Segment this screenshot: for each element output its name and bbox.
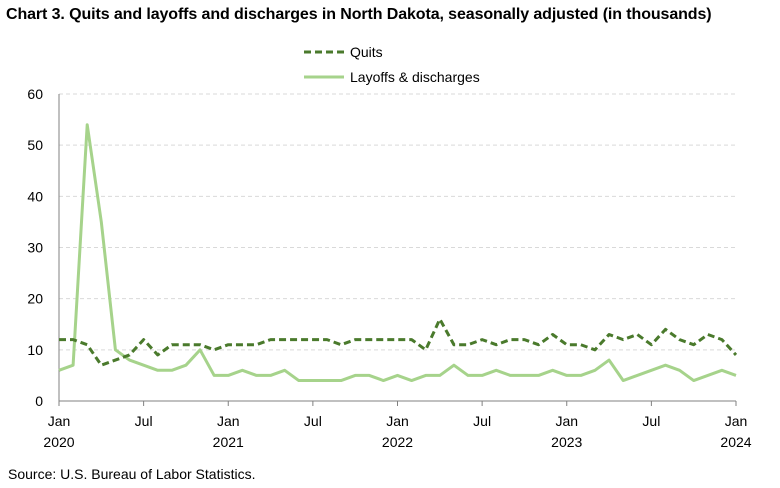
series-line-quits [59, 317, 738, 367]
x-tick-label: Jul [304, 413, 322, 429]
x-tick-label: Jan [48, 413, 71, 429]
y-tick-label: 10 [27, 342, 43, 358]
legend-label: Layoffs & discharges [350, 69, 480, 85]
y-tick-label: 20 [27, 291, 43, 307]
x-tick-label: Jul [642, 413, 660, 429]
legend-label: Quits [350, 44, 383, 60]
x-tick-year-label: 2023 [551, 434, 582, 450]
source-note: Source: U.S. Bureau of Labor Statistics. [8, 466, 256, 482]
x-tick-year-label: 2024 [720, 434, 751, 450]
x-tick-label: Jan [555, 413, 578, 429]
series-lines [58, 123, 738, 383]
y-tick-label: 30 [27, 240, 43, 256]
x-tick-label: Jan [725, 413, 748, 429]
y-tick-label: 50 [27, 137, 43, 153]
x-tick-year-label: 2020 [43, 434, 74, 450]
x-tick-label: Jul [473, 413, 491, 429]
axes: 0 10 20 30 40 50 60 Jan 2020 Jul Jan 2021 Jul Jan 2022… [27, 86, 751, 450]
x-tick-year-label: 2022 [382, 434, 413, 450]
y-tick-label: 60 [27, 86, 43, 102]
legend: Quits Layoffs & discharges [304, 44, 480, 85]
gridlines [59, 93, 736, 351]
series-line-layoffs-discharges [58, 123, 737, 383]
x-tick-label: Jan [386, 413, 409, 429]
x-tick-year-label: 2021 [213, 434, 244, 450]
y-tick-label: 40 [27, 188, 43, 204]
x-tick-label: Jul [135, 413, 153, 429]
y-tick-label: 0 [35, 393, 43, 409]
chart-title: Chart 3. Quits and layoffs and discharge… [6, 6, 712, 23]
x-tick-label: Jan [217, 413, 240, 429]
